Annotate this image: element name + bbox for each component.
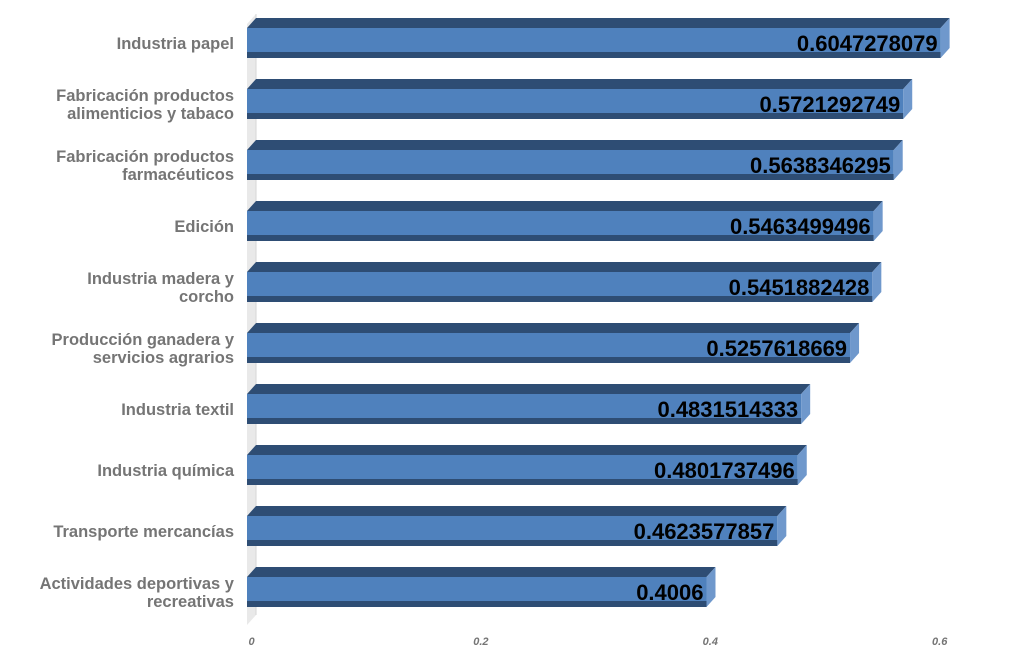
bar-value-label: 0.6047278079 xyxy=(797,31,938,56)
bar xyxy=(247,262,882,302)
bar-end-face xyxy=(893,140,903,180)
x-tick-label: 0.4 xyxy=(703,636,718,648)
bar-end-face xyxy=(706,567,716,607)
bar-top-face xyxy=(247,79,913,89)
category-label: Industria textil xyxy=(121,401,234,419)
bar xyxy=(247,79,913,119)
x-tick-label: 0.2 xyxy=(473,636,488,648)
category-label: Fabricación productos alimenticios y taba… xyxy=(56,87,234,123)
bar-bottom-face xyxy=(247,174,894,180)
bar-bottom-face xyxy=(247,540,778,546)
bar-value-label: 0.4831514333 xyxy=(657,397,798,422)
bar-top-face xyxy=(247,262,882,272)
bar-bottom-face xyxy=(247,296,873,302)
bar xyxy=(247,506,787,546)
bar xyxy=(247,445,807,485)
bar-bottom-face xyxy=(247,113,904,119)
bar-end-face xyxy=(797,445,807,485)
bar-end-face xyxy=(872,262,882,302)
category-label: Industria química xyxy=(97,462,234,480)
x-tick-label: 0.6 xyxy=(932,636,948,648)
bar xyxy=(247,384,811,424)
bar-top-face xyxy=(247,201,883,211)
bar-value-label: 0.5638346295 xyxy=(750,153,891,178)
bar xyxy=(247,567,716,607)
bar-bottom-face xyxy=(247,235,874,241)
bar-end-face xyxy=(903,79,913,119)
bar-end-face xyxy=(873,201,883,241)
bar-top-face xyxy=(247,567,716,577)
bar-bottom-face xyxy=(247,357,851,363)
bar xyxy=(247,18,950,58)
bar-top-face xyxy=(247,384,811,394)
bar-bottom-face xyxy=(247,418,802,424)
bar-top-face xyxy=(247,18,950,28)
bar-end-face xyxy=(850,323,860,363)
bar xyxy=(247,201,883,241)
bar-top-face xyxy=(247,323,860,333)
category-label: Transporte mercancías xyxy=(53,523,234,541)
category-label: Industria papel xyxy=(117,35,234,53)
bar-top-face xyxy=(247,445,807,455)
bar xyxy=(247,140,903,180)
bar-value-label: 0.4801737496 xyxy=(654,458,795,483)
bar-top-face xyxy=(247,140,903,150)
bar-top-face xyxy=(247,506,787,516)
category-label: Industria madera y corcho xyxy=(87,270,235,306)
bar-value-label: 0.5451882428 xyxy=(729,275,870,300)
category-label: Edición xyxy=(174,218,234,236)
bar-end-face xyxy=(801,384,811,424)
bar-bottom-face xyxy=(247,479,798,485)
category-label: Actividades deportivas y recreativas xyxy=(40,575,235,611)
bar-value-label: 0.5721292749 xyxy=(760,92,901,117)
bar-value-label: 0.4006 xyxy=(636,580,703,605)
x-tick-label: 0 xyxy=(248,636,255,648)
bar-bottom-face xyxy=(247,601,707,607)
bar-value-label: 0.4623577857 xyxy=(634,519,775,544)
category-label: Producción ganadera y servicios agrarios xyxy=(52,331,235,367)
bar-end-face xyxy=(940,18,950,58)
bar xyxy=(247,323,860,363)
category-label: Fabricación productos farmacéuticos xyxy=(56,148,234,184)
bar-value-label: 0.5257618669 xyxy=(706,336,847,361)
bar-end-face xyxy=(777,506,787,546)
bar-value-label: 0.5463499496 xyxy=(730,214,871,239)
bar-bottom-face xyxy=(247,52,941,58)
